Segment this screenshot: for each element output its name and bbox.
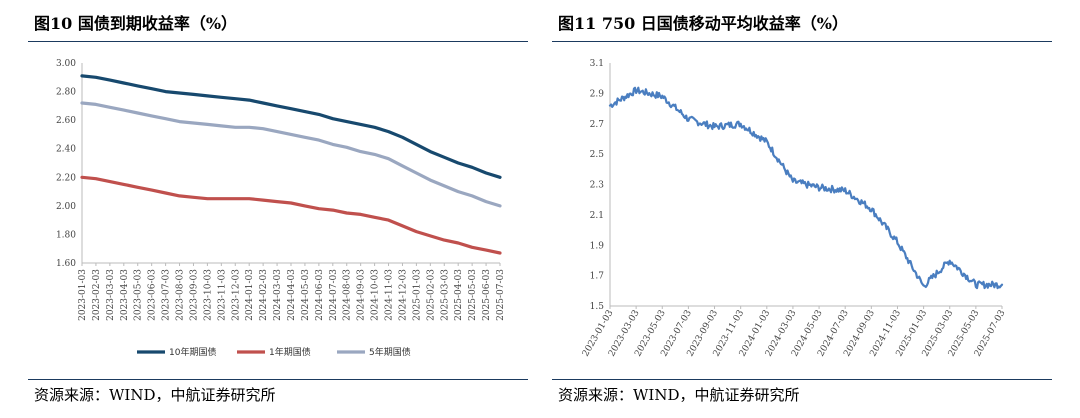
y-tick-label: 1.60: [56, 259, 76, 269]
x-tick-label: 2024-07-03: [329, 269, 339, 321]
legend-label: 5年期国债: [369, 346, 411, 358]
x-tick-label: 2024-09-03: [357, 269, 367, 321]
x-tick-label: 2024-11-03: [385, 269, 395, 321]
y-tick-label: 2.3: [590, 181, 605, 191]
x-tick-label: 2025-04-03: [454, 269, 464, 321]
left-source-rule: [28, 379, 528, 380]
series-line-series-0: [608, 86, 1004, 290]
y-tick-label: 2.9: [590, 89, 605, 99]
y-tick-label: 1.7: [590, 272, 605, 282]
right-chart-title: 图11 750 日国债移动平均收益率（%）: [558, 14, 849, 33]
y-tick-label: 1.9: [590, 241, 605, 251]
right-title-rule: [552, 41, 1052, 42]
x-tick-label: 2023-06-03: [148, 269, 158, 321]
x-tick-label: 2023-03-03: [106, 269, 116, 321]
moving-average-yield-chart: 3.12.92.72.52.32.11.91.71.52023-01-03202…: [581, 59, 1008, 358]
legend-label: 1年期国债: [269, 346, 311, 358]
x-tick-label: 2024-03-03: [273, 269, 283, 321]
y-tick-label: 2.80: [56, 88, 76, 98]
x-tick-label: 2023-09-03: [189, 269, 199, 321]
x-tick-label: 2024-01-03: [245, 269, 255, 321]
y-tick-label: 1.5: [590, 302, 605, 312]
x-tick-label: 2023-02-03: [92, 269, 102, 321]
x-tick-label: 2024-05-03: [301, 269, 311, 321]
right-chart-panel: 图11 750 日国债移动平均收益率（%） 3.1 2.9 2.7 2.5 2.3 2.1…: [552, 0, 1052, 418]
x-tick-label: 2023-11-03: [217, 269, 227, 321]
x-tick-label: 2024-08-03: [343, 269, 353, 321]
x-tick-label: 2023-10-03: [203, 269, 213, 321]
y-tick-label: 2.40: [56, 145, 76, 155]
y-tick-label: 3.00: [56, 59, 76, 69]
y-tick-label: 2.1: [590, 211, 604, 221]
x-tick-label: 2025-07-03: [496, 269, 506, 321]
right-source-note: 资源来源：WIND，中航证券研究所: [558, 386, 800, 404]
x-tick-label: 2023-01-03: [78, 269, 88, 321]
x-tick-label: 2025-05-03: [468, 269, 478, 321]
x-tick-label: 2024-06-03: [315, 269, 325, 321]
y-tick-label: 2.7: [590, 120, 605, 130]
y-tick-label: 2.60: [56, 116, 76, 126]
x-tick-label: 2024-10-03: [371, 269, 381, 321]
legend-label: 10年期国债: [169, 346, 216, 358]
y-tick-label: 3.1: [590, 59, 604, 69]
y-tick-label: 1.80: [56, 230, 76, 240]
y-tick-label: 2.00: [56, 202, 76, 212]
x-tick-label: 2023-04-03: [120, 269, 130, 321]
y-tick-label: 2.5: [590, 150, 605, 160]
left-chart-title: 图10 国债到期收益率（%）: [34, 14, 238, 33]
x-tick-label: 2024-04-03: [287, 269, 297, 321]
left-chart-panel: 图10 国债到期收益率（%） 3.00 2.80 2.60 2.40 2.20 2.00 1…: [28, 0, 528, 418]
left-source-note: 资源来源：WIND，中航证券研究所: [34, 386, 276, 404]
x-tick-label: 2023-07-03: [162, 269, 172, 321]
series-line-1年期国债: [80, 175, 502, 255]
x-tick-label: 2024-12-03: [398, 269, 408, 321]
x-tick-label: 2025-03-03: [440, 269, 450, 321]
x-tick-label: 2023-12-03: [231, 269, 241, 321]
right-source-rule: [552, 379, 1052, 380]
x-tick-label: 2024-02-03: [259, 269, 269, 321]
x-tick-label: 2025-06-03: [482, 269, 492, 321]
x-tick-label: 2023-05-03: [134, 269, 144, 321]
left-title-rule: [28, 41, 528, 42]
x-tick-label: 2023-08-03: [176, 269, 186, 321]
series-line-5年期国债: [80, 101, 502, 208]
yield-to-maturity-chart: 3.00 2.80 2.60 2.40 2.20 2.00 1.80 1.602023-01-…: [56, 59, 506, 358]
y-tick-label: 2.20: [56, 173, 76, 183]
series-line-10年期国债: [80, 74, 502, 179]
x-tick-label: 2025-02-03: [426, 269, 436, 321]
x-tick-label: 2025-01-03: [412, 269, 422, 321]
